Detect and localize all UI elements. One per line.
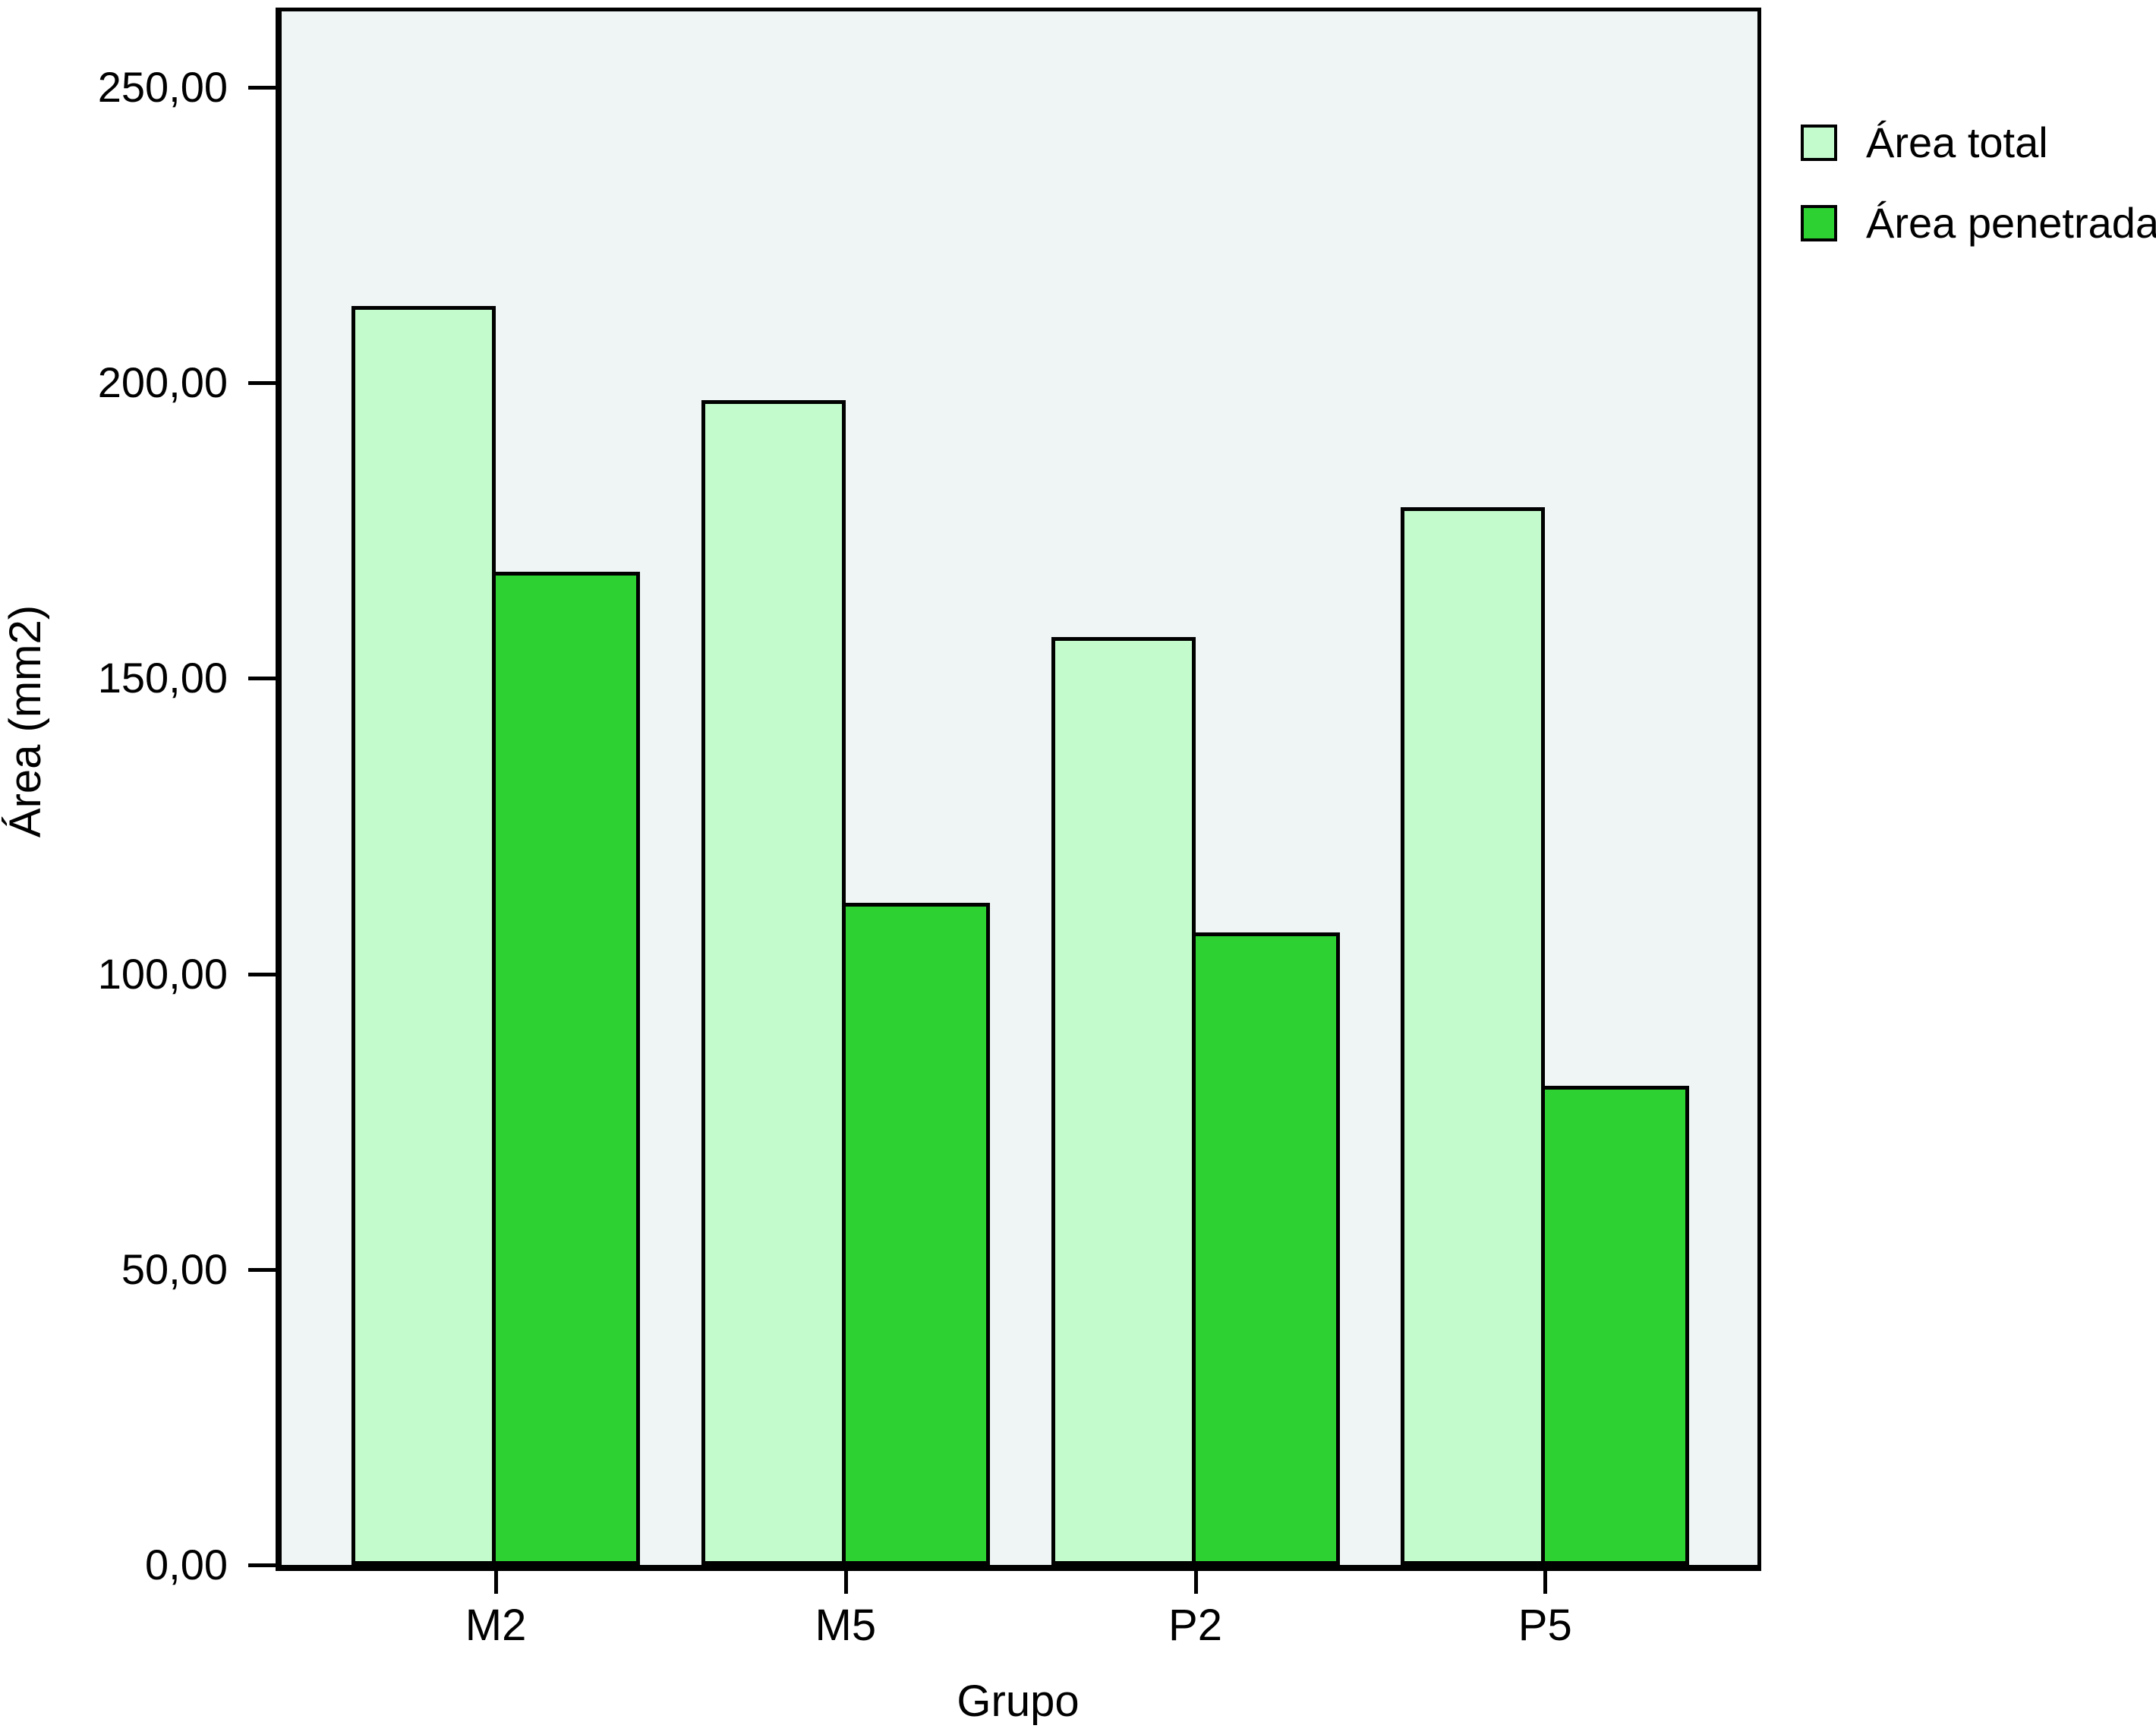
- y-tick-label: 250,00: [97, 62, 228, 111]
- bar-P5-area-total: [1401, 507, 1546, 1565]
- x-tick-mark: [1193, 1571, 1198, 1594]
- legend-swatch-area-penetrada: [1801, 205, 1837, 241]
- x-tick-mark: [494, 1571, 499, 1594]
- y-tick-label: 150,00: [97, 654, 228, 702]
- y-tick-mark: [248, 1267, 276, 1272]
- bar-P5-area-penetrada: [1541, 1086, 1690, 1565]
- plot-area: [276, 8, 1761, 1571]
- x-tick-mark: [843, 1571, 848, 1594]
- x-tick-mark: [1543, 1571, 1548, 1594]
- y-tick-mark: [248, 972, 276, 976]
- y-tick-mark: [248, 85, 276, 90]
- y-axis-title: Área (mm2): [1, 604, 50, 838]
- legend-item-area-total: Área total: [1801, 121, 2156, 164]
- x-tick-label-M5: M5: [815, 1601, 877, 1650]
- y-tick-label: 200,00: [97, 358, 228, 407]
- x-tick-label-M2: M2: [465, 1601, 527, 1650]
- legend-label-area-penetrada: Área penetrada: [1866, 199, 2156, 247]
- legend-swatch-area-total: [1801, 125, 1837, 161]
- bar-P2-area-penetrada: [1191, 932, 1340, 1565]
- y-tick-label: 50,00: [121, 1244, 228, 1293]
- legend-item-area-penetrada: Área penetrada: [1801, 202, 2156, 244]
- x-tick-label-P2: P2: [1168, 1601, 1222, 1650]
- y-tick-label: 0,00: [145, 1541, 228, 1588]
- legend: Área total Área penetrada: [1801, 121, 2156, 282]
- y-tick-label: 100,00: [97, 949, 228, 998]
- bar-M5-area-total: [701, 400, 846, 1565]
- y-tick-mark: [248, 677, 276, 681]
- y-tick-mark: [248, 381, 276, 386]
- x-axis-title: Grupo: [957, 1677, 1080, 1726]
- bar-M2-area-penetrada: [492, 572, 641, 1565]
- bar-M2-area-total: [351, 306, 496, 1565]
- legend-label-area-total: Área total: [1866, 118, 2048, 166]
- bar-P2-area-total: [1051, 637, 1196, 1565]
- y-tick-mark: [248, 1563, 276, 1567]
- x-tick-label-P5: P5: [1518, 1601, 1572, 1650]
- bar-M5-area-penetrada: [841, 903, 990, 1565]
